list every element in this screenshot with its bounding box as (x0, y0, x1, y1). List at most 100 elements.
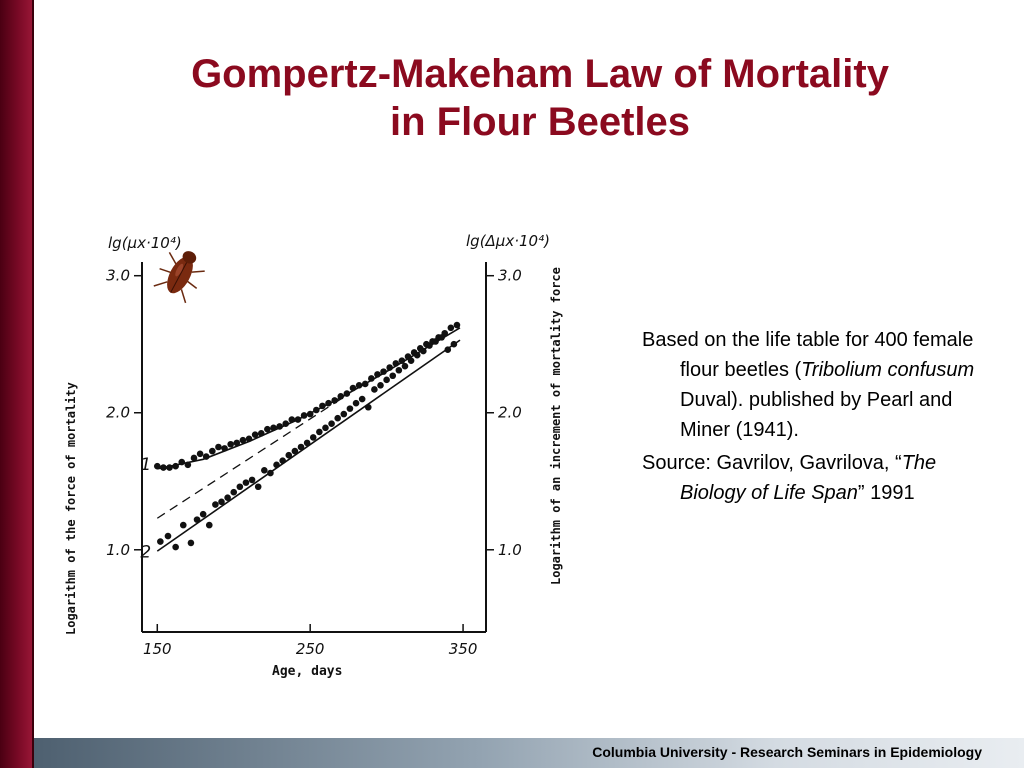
y-tick-label-right: 2.0 (498, 404, 522, 422)
series-2-point (164, 532, 172, 540)
series-1-point (153, 462, 161, 470)
tick-layer: 1.0 1.0 2.0 2.0 3.0 3.0 150 250 350 1 2 (106, 267, 522, 658)
right-y-axis-title: Logarithm of an increment of mortality f… (549, 267, 563, 585)
series-2-point (420, 347, 427, 355)
y-tick-label-right: 3.0 (498, 267, 522, 285)
series-1-point (453, 321, 461, 329)
series-2-point (205, 521, 213, 529)
series-2-point (444, 346, 452, 354)
series-2-point (383, 376, 390, 384)
life-table-text: Based on the life table for 400 female f… (642, 329, 974, 381)
series-1-point (215, 443, 222, 451)
series-2-point (248, 476, 256, 484)
series-1-point (166, 464, 173, 471)
series-2-point (193, 516, 201, 523)
chart-svg: lg(μx·10⁴) lg(Δμx·10⁴) Logarithm of the … (64, 232, 563, 679)
series-1-point (300, 412, 308, 419)
series-1-point (282, 420, 290, 428)
series-1-point (264, 425, 271, 433)
series-2-point (309, 434, 317, 441)
series-2-point (157, 538, 164, 545)
series-2-point (340, 410, 348, 418)
series-1-point (343, 390, 351, 397)
series-1-point (160, 464, 167, 471)
series-2-point (413, 351, 421, 359)
series-2-point (273, 461, 280, 469)
book-title: The Biology of Life Span (680, 452, 937, 504)
series-2-point (377, 382, 384, 389)
life-table-text-end: Duval). published by Pearl and Miner (19… (680, 389, 953, 441)
series-2-point (199, 510, 207, 518)
series-1-point (349, 384, 357, 392)
series-1-point (251, 431, 259, 438)
series-2-point (352, 399, 360, 407)
x-tick-label: 250 (296, 640, 325, 658)
series-1-point (386, 364, 393, 371)
series-2-point (285, 451, 293, 459)
footer-text: Columbia University - Research Seminars … (592, 744, 982, 760)
x-tick-label: 150 (143, 640, 172, 658)
series-2-point (218, 498, 225, 506)
title-line-1: Gompertz-Makeham Law of Mortality (191, 52, 889, 96)
series-2-point (389, 372, 397, 380)
y-tick-label-right: 1.0 (498, 541, 522, 559)
species-name: Tribolium confusum (801, 359, 975, 381)
series-1-point (294, 416, 302, 423)
series-2-point (334, 414, 341, 422)
series-1-point (380, 368, 387, 375)
series-2-point (230, 488, 238, 496)
series-1-point (227, 440, 234, 448)
series-1-point (312, 406, 320, 414)
series-1-point (331, 397, 338, 404)
series-2-point (322, 424, 329, 432)
series-1-point (172, 462, 179, 470)
series-1-point (392, 360, 400, 367)
series-2-point (179, 521, 187, 529)
series-2-point (261, 466, 268, 474)
series-2-point (187, 539, 195, 547)
left-accent-bar (0, 0, 34, 768)
series-1-point (233, 439, 241, 447)
series-1-point (257, 429, 265, 437)
title-line-2: in Flour Beetles (389, 100, 691, 144)
series-1-point (361, 380, 369, 388)
series-1-point (178, 458, 186, 466)
mortality-chart: lg(μx·10⁴) lg(Δμx·10⁴) Logarithm of the … (60, 220, 600, 690)
series-2-point (224, 494, 231, 502)
series-2-point (432, 338, 439, 345)
series-2-point (242, 479, 250, 486)
footer-bar: Columbia University - Research Seminars … (34, 738, 1024, 768)
description-text: Based on the life table for 400 female f… (642, 325, 992, 511)
series-2-point (291, 447, 299, 455)
source-paragraph: Source: Gavrilov, Gavrilova, “The Biolog… (642, 448, 992, 508)
series-1-point (337, 392, 345, 400)
series-2-point (297, 443, 305, 451)
description-paragraph: Based on the life table for 400 female f… (642, 325, 992, 445)
series-1-point (306, 410, 314, 418)
series-2-point (371, 386, 378, 393)
series-1-point (447, 324, 455, 332)
series-2-point (358, 395, 366, 403)
series-1-point (270, 424, 277, 432)
beetle-icon (153, 251, 205, 304)
x-axis-title: Age, days (272, 664, 342, 679)
y-tick-label-left: 1.0 (106, 541, 130, 559)
series-2-point (316, 428, 323, 436)
curve-label-2: 2 (140, 543, 151, 563)
series-1-point (202, 453, 210, 460)
series-2-point (172, 543, 179, 551)
series-1-point (196, 450, 204, 458)
series-2-point (426, 342, 433, 349)
series-2-point (254, 483, 262, 491)
point-layer (153, 321, 461, 551)
series-2-point (395, 366, 403, 374)
series-2-point (267, 469, 274, 477)
series-1-point (374, 371, 381, 378)
series-2-point (236, 483, 244, 491)
series-2-point (279, 457, 286, 465)
left-axis-header: lg(μx·10⁴) (108, 234, 182, 252)
y-tick-label-left: 2.0 (106, 404, 130, 422)
series-1-point (209, 447, 216, 455)
slide-title: Gompertz-Makeham Law of Mortality in Flo… (60, 50, 1020, 146)
series-1-point (239, 436, 247, 444)
